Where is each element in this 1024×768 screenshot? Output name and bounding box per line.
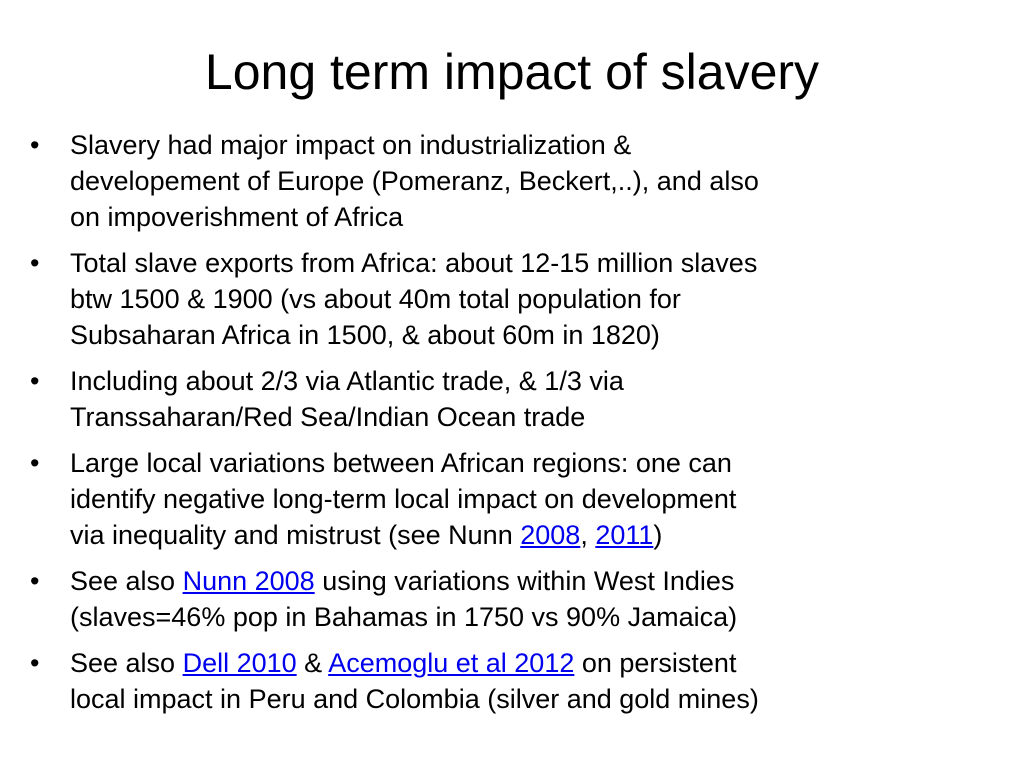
text-line: See also Dell 2010 & Acemoglu et al 2012…	[70, 645, 1008, 681]
text-run: Slavery had major impact on industrializ…	[70, 130, 632, 160]
text-run: Subsaharan Africa in 1500, & about 60m i…	[70, 320, 660, 350]
text-run: developement of Europe (Pomeranz, Becker…	[70, 166, 759, 196]
text-line: Total slave exports from Africa: about 1…	[70, 245, 1008, 281]
text-run: on persistent	[574, 648, 737, 678]
text-run: Total slave exports from Africa: about 1…	[70, 248, 758, 278]
text-run: btw 1500 & 1900 (vs about 40m total popu…	[70, 284, 681, 314]
text-line: via inequality and mistrust (see Nunn 20…	[70, 517, 1008, 553]
text-run: Including about 2/3 via Atlantic trade, …	[70, 366, 624, 396]
text-run: &	[296, 648, 329, 678]
bullet-list: Slavery had major impact on industrializ…	[28, 127, 1008, 727]
text-run: (slaves=46% pop in Bahamas in 1750 vs 90…	[70, 602, 738, 632]
bullet-item: See also Dell 2010 & Acemoglu et al 2012…	[28, 645, 1008, 717]
slide-title: Long term impact of slavery	[204, 44, 820, 100]
text-run: ,	[580, 520, 596, 550]
reference-link[interactable]: 2008	[520, 520, 581, 550]
reference-link[interactable]: Acemoglu et al 2012	[328, 648, 575, 678]
text-run: See also	[70, 648, 183, 678]
bullet-item: Including about 2/3 via Atlantic trade, …	[28, 363, 1008, 435]
text-line: btw 1500 & 1900 (vs about 40m total popu…	[70, 281, 1008, 317]
bullet-item: See also Nunn 2008 using variations with…	[28, 563, 1008, 635]
text-run: )	[653, 520, 663, 550]
text-line: (slaves=46% pop in Bahamas in 1750 vs 90…	[70, 599, 1008, 635]
text-run: See also	[70, 566, 183, 596]
text-line: developement of Europe (Pomeranz, Becker…	[70, 163, 1008, 199]
text-run: on impoverishment of Africa	[70, 202, 404, 232]
text-run: using variations within West Indies	[314, 566, 735, 596]
text-run: Large local variations between African r…	[70, 448, 732, 478]
reference-link[interactable]: Nunn 2008	[182, 566, 315, 596]
bullet-item: Large local variations between African r…	[28, 445, 1008, 553]
text-run: local impact in Peru and Colombia (silve…	[70, 684, 759, 714]
bullet-item: Total slave exports from Africa: about 1…	[28, 245, 1008, 353]
text-line: identify negative long-term local impact…	[70, 481, 1008, 517]
reference-link[interactable]: Dell 2010	[182, 648, 297, 678]
text-line: Transsaharan/Red Sea/Indian Ocean trade	[70, 399, 1008, 435]
text-run: Transsaharan/Red Sea/Indian Ocean trade	[70, 402, 586, 432]
text-line: See also Nunn 2008 using variations with…	[70, 563, 1008, 599]
text-line: local impact in Peru and Colombia (silve…	[70, 681, 1008, 717]
reference-link[interactable]: 2011	[595, 520, 654, 550]
text-line: Including about 2/3 via Atlantic trade, …	[70, 363, 1008, 399]
bullet-item: Slavery had major impact on industrializ…	[28, 127, 1008, 235]
text-run: via inequality and mistrust (see Nunn	[70, 520, 521, 550]
text-line: on impoverishment of Africa	[70, 199, 1008, 235]
text-line: Large local variations between African r…	[70, 445, 1008, 481]
text-line: Subsaharan Africa in 1500, & about 60m i…	[70, 317, 1008, 353]
text-run: identify negative long-term local impact…	[70, 484, 737, 514]
text-line: Slavery had major impact on industrializ…	[70, 127, 1008, 163]
